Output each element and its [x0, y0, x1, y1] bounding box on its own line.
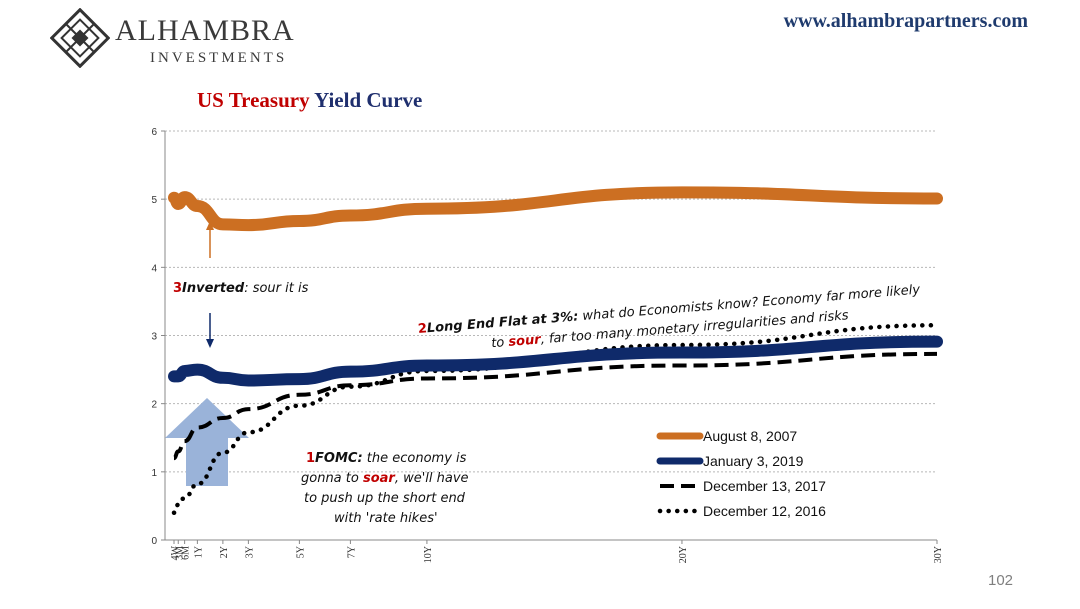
annotation-1: 1FOMC: the economy is gonna to soar, we'… [301, 451, 469, 526]
legend-label-2: December 13, 2017 [703, 478, 826, 494]
x-tick-label: 3M [174, 546, 185, 560]
chart-title-part2: Yield Curve [309, 88, 423, 112]
x-tick-label: 10Y [423, 546, 434, 563]
y-tick-label: 6 [151, 127, 157, 138]
small-down-arrow-icon [206, 313, 214, 348]
series-lines [168, 186, 943, 515]
svg-text:to push up the short end: to push up the short end [304, 491, 466, 506]
x-tick-label: 3Y [244, 546, 255, 558]
x-tick-label: 5Y [295, 546, 306, 558]
annotation-3: 3Inverted: sour it is [173, 281, 309, 296]
up-arrow-icon [165, 398, 249, 486]
series-line-1 [168, 335, 943, 387]
x-tick-label: 20Y [678, 546, 689, 563]
axes [161, 130, 938, 544]
y-tick-label: 2 [151, 400, 157, 411]
x-tick-label: 2Y [219, 546, 230, 558]
page-number: 102 [988, 572, 1014, 589]
series-line-2 [173, 351, 938, 461]
brand-name: ALHAMBRA [115, 14, 295, 47]
y-tick-labels: 0 1 2 3 4 5 6 [151, 127, 157, 547]
series-line-3 [171, 323, 940, 515]
y-tick-label: 1 [151, 468, 157, 479]
svg-text:gonna to soar, we'll have: gonna to soar, we'll have [301, 471, 469, 486]
website-link[interactable]: www.alhambrapartners.com [783, 10, 1028, 32]
series-line-0 [168, 186, 943, 232]
legend-label-0: August 8, 2007 [703, 428, 797, 444]
legend-label-1: January 3, 2019 [703, 453, 804, 469]
alhambra-logo [50, 8, 110, 68]
legend-label-3: December 12, 2016 [703, 503, 826, 519]
x-tick-label: 7Y [346, 546, 357, 558]
small-up-arrow-icon [206, 221, 214, 258]
y-tick-label: 5 [151, 195, 157, 206]
svg-text:with 'rate hikes': with 'rate hikes' [334, 511, 438, 526]
x-tick-label: 4W [170, 545, 181, 560]
legend: August 8, 2007 January 3, 2019 December 13… [656, 428, 826, 519]
x-tick-label: 6M [181, 546, 192, 560]
x-tick-label: 30Y [933, 546, 944, 563]
x-tick-label: 1Y [193, 546, 204, 558]
y-tick-label: 0 [151, 536, 157, 547]
y-tick-label: 4 [151, 263, 157, 274]
chart-title: US Treasury Yield Curve [197, 88, 422, 113]
y-tick-label: 3 [151, 332, 157, 343]
chart-title-part1: US Treasury [197, 88, 310, 112]
svg-text:1FOMC: the economy is: 1FOMC: the economy is [306, 451, 467, 466]
brand-subtitle: INVESTMENTS [150, 50, 288, 66]
